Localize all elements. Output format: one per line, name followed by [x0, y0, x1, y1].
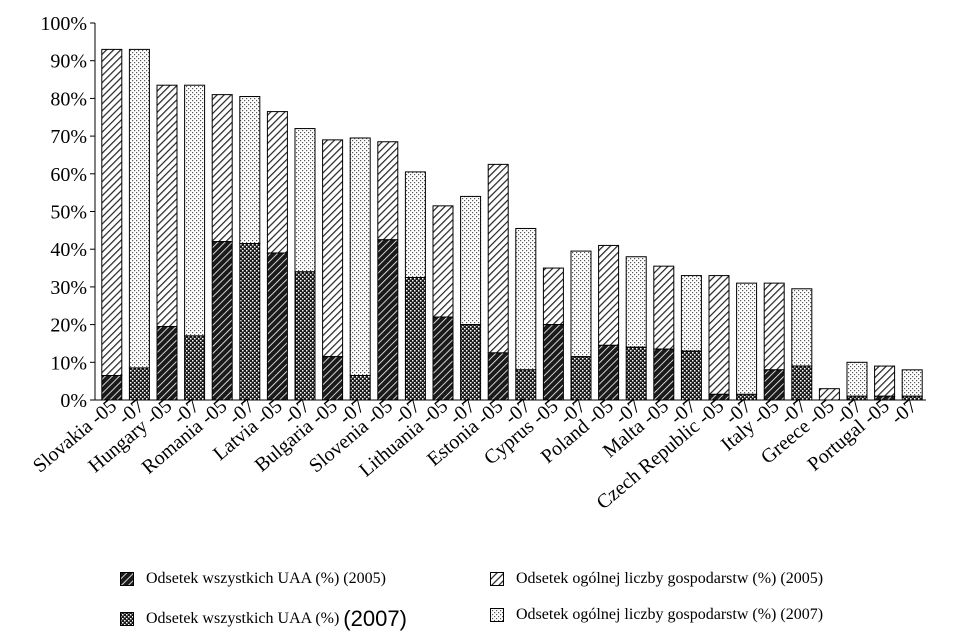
legend: Odsetek wszystkich UAA (%) (2005) Odsete… — [120, 568, 960, 634]
legend-swatch-checker — [120, 612, 134, 626]
bar-uaa-9 — [349, 374, 371, 401]
bar-chart: 0% 10% 20% 30% 40% 50% 60% 70% 80% 90% 100% Slovak… — [29, 13, 926, 514]
bar-holdings-24 — [763, 282, 785, 371]
y-tick-label: 70% — [50, 126, 87, 148]
legend-item-uaa-2007: Odsetek wszystkich UAA (%) (2007) — [120, 606, 407, 632]
bar-uaa-25 — [791, 365, 813, 401]
bar-holdings-23 — [736, 282, 758, 395]
bar-holdings-18 — [598, 244, 620, 346]
bar-holdings-8 — [322, 139, 344, 358]
bar-uaa-18 — [598, 344, 620, 401]
bar-uaa-20 — [653, 348, 675, 401]
bar-uaa-24 — [763, 369, 785, 401]
y-tick-label: 50% — [50, 202, 87, 224]
bar-uaa-10 — [377, 239, 399, 401]
bar-uaa-14 — [487, 352, 509, 401]
bars-group — [95, 48, 926, 401]
y-tick-label: 80% — [50, 88, 87, 110]
bar-uaa-23 — [736, 393, 758, 401]
bar-holdings-17 — [570, 250, 592, 358]
bar-holdings-16 — [542, 267, 564, 326]
bar-holdings-12 — [432, 205, 454, 318]
legend-item-holdings-2007: Odsetek ogólnej liczby gospodarstw (%) (… — [490, 606, 823, 624]
bar-uaa-19 — [625, 346, 647, 401]
y-tick-label: 10% — [50, 352, 87, 374]
bar-uaa-13 — [460, 324, 482, 401]
bar-holdings-1 — [128, 48, 150, 369]
bar-holdings-4 — [211, 94, 233, 243]
y-tick-label: 90% — [50, 51, 87, 73]
bar-holdings-26 — [818, 388, 840, 401]
bar-uaa-2 — [156, 325, 178, 401]
bar-holdings-29 — [901, 369, 923, 397]
bar-uaa-12 — [432, 316, 454, 401]
bar-holdings-21 — [680, 275, 702, 352]
bar-uaa-1 — [128, 367, 150, 401]
bar-uaa-15 — [515, 369, 537, 401]
bar-uaa-0 — [101, 374, 123, 401]
bar-uaa-3 — [184, 335, 206, 401]
bar-holdings-20 — [653, 265, 675, 350]
bar-uaa-29 — [901, 395, 923, 401]
bar-uaa-17 — [570, 356, 592, 401]
legend-swatch-dots — [490, 608, 504, 622]
bar-uaa-11 — [404, 276, 426, 401]
y-tick-label: 0% — [60, 390, 87, 412]
legend-label: Odsetek ogólnej liczby gospodarstw (%) (… — [516, 570, 824, 587]
y-tick-label: 60% — [50, 164, 87, 186]
bar-holdings-27 — [846, 361, 868, 397]
bar-holdings-2 — [156, 84, 178, 327]
bar-holdings-13 — [460, 195, 482, 326]
bar-holdings-3 — [184, 84, 206, 337]
legend-label: Odsetek wszystkich UAA (%) — [146, 610, 340, 627]
bar-holdings-15 — [515, 227, 537, 371]
bar-holdings-22 — [708, 275, 730, 395]
bar-holdings-9 — [349, 137, 371, 376]
bar-holdings-5 — [239, 96, 261, 245]
bar-uaa-22 — [708, 393, 730, 401]
legend-swatch-hatch-dense — [120, 572, 134, 586]
bar-holdings-28 — [874, 365, 896, 397]
bar-uaa-8 — [322, 356, 344, 401]
legend-label: Odsetek wszystkich UAA (%) (2005) — [146, 570, 386, 587]
y-tick-label: 100% — [40, 13, 87, 35]
legend-item-uaa-2005: Odsetek wszystkich UAA (%) (2005) — [120, 570, 386, 588]
bar-uaa-5 — [239, 243, 261, 401]
bar-holdings-7 — [294, 128, 316, 273]
bar-holdings-6 — [266, 111, 288, 254]
bar-uaa-21 — [680, 350, 702, 401]
bar-holdings-19 — [625, 256, 647, 348]
bar-holdings-10 — [377, 141, 399, 241]
bar-uaa-28 — [874, 395, 896, 401]
bar-uaa-16 — [542, 324, 564, 401]
y-tick-label: 40% — [50, 239, 87, 261]
y-tick-label: 30% — [50, 277, 87, 299]
y-axis: 0% 10% 20% 30% 40% 50% 60% 70% 80% 90% 100% — [40, 13, 96, 412]
legend-label: Odsetek ogólnej liczby gospodarstw (%) (… — [516, 606, 824, 623]
bar-holdings-0 — [101, 48, 123, 376]
bar-holdings-14 — [487, 163, 509, 354]
bar-uaa-7 — [294, 271, 316, 401]
y-tick-label: 20% — [50, 315, 87, 337]
bar-holdings-25 — [791, 288, 813, 367]
bar-holdings-11 — [404, 171, 426, 278]
bar-uaa-4 — [211, 241, 233, 401]
bar-uaa-6 — [266, 252, 288, 401]
bar-uaa-27 — [846, 395, 868, 401]
legend-item-holdings-2005: Odsetek ogólnej liczby gospodarstw (%) (… — [490, 570, 823, 588]
legend-swatch-hatch-diag — [490, 572, 504, 586]
legend-year: (2007) — [343, 606, 407, 631]
